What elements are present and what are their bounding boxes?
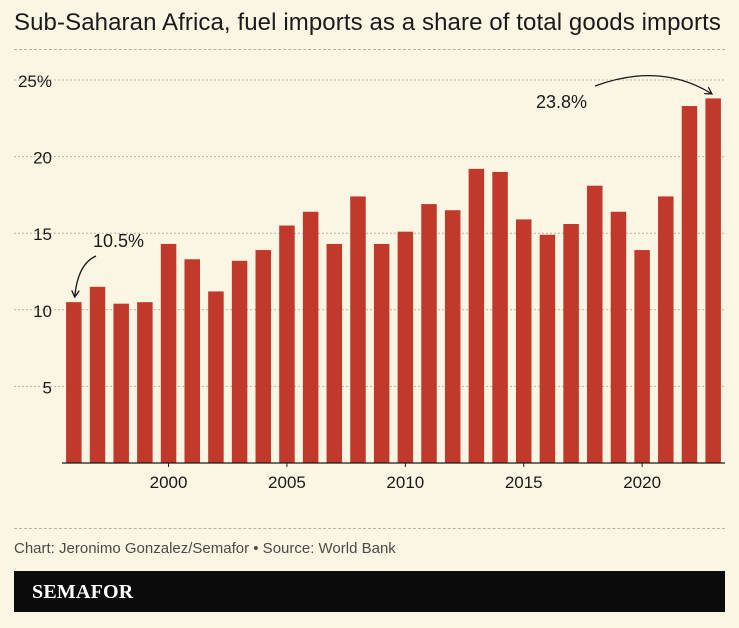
bar-2017	[563, 224, 579, 463]
axes: 5 10 15 20 25% 2000 2005 2010 2015 2020	[18, 72, 725, 492]
bar-2012	[444, 210, 461, 463]
x-tick-label: 2015	[505, 473, 543, 492]
brand-logo: SEMAFOR	[32, 581, 134, 603]
y-tick-label: 15	[33, 225, 52, 244]
bar-2000	[160, 243, 177, 463]
bar-2006	[302, 211, 319, 463]
bar-2003	[231, 260, 248, 463]
annotations: 10.5% 23.8%	[75, 74, 711, 297]
bar-2011	[421, 204, 437, 464]
bar-2009	[373, 243, 390, 463]
bar-2021	[658, 196, 674, 463]
y-tick-label: 10	[33, 302, 52, 321]
annotation-label-end: 23.8%	[536, 92, 587, 112]
y-tick-label: 5	[43, 378, 52, 397]
bar-1998	[113, 303, 129, 463]
bar-2023	[705, 98, 721, 463]
annotation-arrow-start	[75, 255, 97, 296]
x-tick-label: 2020	[623, 473, 661, 492]
y-tick-label: 25%	[18, 72, 52, 91]
bar-2014	[492, 171, 508, 464]
annotation-arrow-end	[594, 74, 711, 94]
bar-1999	[137, 302, 153, 463]
bar-2008	[350, 196, 366, 463]
chart-title: Sub-Saharan Africa, fuel imports as a sh…	[14, 9, 721, 36]
top-divider	[14, 49, 725, 50]
bar-2020	[634, 250, 650, 463]
bar-1997	[89, 286, 106, 463]
bar-2022	[681, 106, 698, 463]
x-tick-label: 2010	[386, 473, 424, 492]
bar-1996	[66, 302, 82, 463]
brand-bar: SEMAFOR	[14, 571, 725, 612]
gridlines	[14, 79, 725, 387]
x-tick-label: 2000	[150, 473, 188, 492]
bars	[66, 98, 721, 464]
y-tick-label: 20	[33, 149, 52, 168]
source-credit: Chart: Jeronimo Gonzalez/Semafor • Sourc…	[14, 540, 396, 557]
bar-2004	[255, 250, 272, 463]
x-tick-label: 2005	[268, 473, 306, 492]
bar-2013	[468, 168, 485, 463]
bar-2001	[184, 259, 200, 463]
bar-2005	[279, 225, 295, 463]
bar-2018	[587, 185, 603, 463]
bar-2002	[208, 291, 224, 463]
bar-2015	[515, 219, 532, 463]
bar-2019	[610, 211, 627, 463]
bottom-divider	[14, 528, 725, 529]
bar-2007	[326, 243, 343, 463]
bar-2010	[397, 231, 414, 463]
bar-2016	[539, 234, 556, 463]
annotation-label-start: 10.5%	[93, 231, 144, 251]
